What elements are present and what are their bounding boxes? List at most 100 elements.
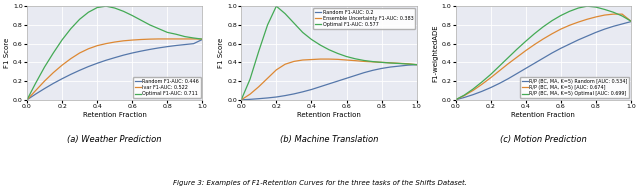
Optimal F1-AUC: 0.711: (0.9, 0.675): 0.711: (0.9, 0.675) xyxy=(181,36,189,38)
Ivar F1-AUC: 0.522: (0.55, 0.63): 0.522: (0.55, 0.63) xyxy=(120,40,127,42)
Optimal F1-AUC: 0.711: (0.2, 0.64): 0.711: (0.2, 0.64) xyxy=(58,39,66,41)
Line: Ivar F1-AUC: 0.522: Ivar F1-AUC: 0.522 xyxy=(27,39,202,100)
Optimal F1-AUC: 0.711: (0.35, 0.935): 0.711: (0.35, 0.935) xyxy=(84,11,92,13)
Optimal F1-AUC: 0.711: (0.65, 0.85): 0.711: (0.65, 0.85) xyxy=(137,19,145,21)
R/P (BC, MA, K=5) Optimal [AUC: 0.699]: (0.8, 0.99): 0.699]: (0.8, 0.99) xyxy=(592,6,600,8)
Y-axis label: F1 Score: F1 Score xyxy=(218,38,225,68)
R/P (BC, MA, K=5) [AUC: 0.674]: (0.2, 0.235): 0.674]: (0.2, 0.235) xyxy=(487,77,495,79)
Line: Ensemble Uncertainty F1-AUC: 0.383: Ensemble Uncertainty F1-AUC: 0.383 xyxy=(241,59,417,100)
Ivar F1-AUC: 0.522: (0.65, 0.644): 0.522: (0.65, 0.644) xyxy=(137,38,145,41)
R/P (BC, MA, K=5) Random [AUC: 0.534]: (0.6, 0.55): 0.534]: (0.6, 0.55) xyxy=(557,47,564,49)
R/P (BC, MA, K=5) Optimal [AUC: 0.699]: (0.95, 0.895): 0.699]: (0.95, 0.895) xyxy=(618,15,626,17)
Line: Optimal F1-AUC: 0.577: Optimal F1-AUC: 0.577 xyxy=(241,6,417,100)
R/P (BC, MA, K=5) Optimal [AUC: 0.699]: (0.4, 0.625): 0.699]: (0.4, 0.625) xyxy=(522,40,529,42)
Optimal F1-AUC: 0.577: (0.4, 0.645): 0.577: (0.4, 0.645) xyxy=(308,38,316,41)
R/P (BC, MA, K=5) Optimal [AUC: 0.699]: (0.2, 0.27): 0.699]: (0.2, 0.27) xyxy=(487,73,495,76)
Ivar F1-AUC: 0.522: (0.45, 0.6): 0.522: (0.45, 0.6) xyxy=(102,43,110,45)
Random F1-AUC: 0.2: (0.1, 0.012): 0.2: (0.1, 0.012) xyxy=(255,98,262,100)
Line: R/P (BC, MA, K=5) Optimal [AUC: 0.699]: R/P (BC, MA, K=5) Optimal [AUC: 0.699] xyxy=(456,6,631,100)
Random F1-AUC: 0.2: (0.6, 0.23): 0.2: (0.6, 0.23) xyxy=(342,77,350,79)
Random F1-AUC: 0.2: (0.5, 0.17): 0.2: (0.5, 0.17) xyxy=(325,83,333,85)
R/P (BC, MA, K=5) Optimal [AUC: 0.699]: (0.35, 0.54): 0.699]: (0.35, 0.54) xyxy=(513,48,521,50)
Optimal F1-AUC: 0.577: (0.85, 0.393): 0.577: (0.85, 0.393) xyxy=(387,62,394,64)
Optimal F1-AUC: 0.711: (0.75, 0.76): 0.711: (0.75, 0.76) xyxy=(155,28,163,30)
Y-axis label: F1 Score: F1 Score xyxy=(4,38,10,68)
Optimal F1-AUC: 0.711: (0.95, 0.66): 0.711: (0.95, 0.66) xyxy=(190,37,198,39)
Random F1-AUC: 0.2: (0.55, 0.2): 0.2: (0.55, 0.2) xyxy=(334,80,342,82)
Optimal F1-AUC: 0.577: (0.55, 0.495): 0.577: (0.55, 0.495) xyxy=(334,52,342,54)
Optimal F1-AUC: 0.577: (0.45, 0.585): 0.577: (0.45, 0.585) xyxy=(316,44,324,46)
R/P (BC, MA, K=5) Optimal [AUC: 0.699]: (0.55, 0.845): 0.699]: (0.55, 0.845) xyxy=(548,20,556,22)
R/P (BC, MA, K=5) Optimal [AUC: 0.699]: (0, 0): 0.699]: (0, 0) xyxy=(452,99,460,101)
R/P (BC, MA, K=5) Random [AUC: 0.534]: (0.9, 0.785): 0.534]: (0.9, 0.785) xyxy=(609,25,617,27)
Random F1-AUC: 0.446: (0.65, 0.52): 0.446: (0.65, 0.52) xyxy=(137,50,145,52)
Legend: Random F1-AUC: 0.2, Ensemble Uncertainty F1-AUC: 0.383, Optimal F1-AUC: 0.577: Random F1-AUC: 0.2, Ensemble Uncertainty… xyxy=(314,8,415,29)
Random F1-AUC: 0.2: (0.4, 0.11): 0.2: (0.4, 0.11) xyxy=(308,88,316,91)
Random F1-AUC: 0.2: (0.3, 0.063): 0.2: (0.3, 0.063) xyxy=(290,93,298,95)
Random F1-AUC: 0.446: (1, 0.645): 0.446: (1, 0.645) xyxy=(198,38,206,41)
Optimal F1-AUC: 0.711: (0.85, 0.7): 0.711: (0.85, 0.7) xyxy=(172,33,180,35)
Legend: R/P (BC, MA, K=5) Random [AUC: 0.534], R/P (BC, MA, K=5) [AUC: 0.674], R/P (BC, : R/P (BC, MA, K=5) Random [AUC: 0.534], R… xyxy=(520,77,630,98)
R/P (BC, MA, K=5) Random [AUC: 0.534]: (0.95, 0.81): 0.534]: (0.95, 0.81) xyxy=(618,23,626,25)
R/P (BC, MA, K=5) Optimal [AUC: 0.699]: (0.1, 0.115): 0.699]: (0.1, 0.115) xyxy=(469,88,477,90)
Optimal F1-AUC: 0.577: (0.6, 0.462): 0.577: (0.6, 0.462) xyxy=(342,55,350,58)
Ensemble Uncertainty F1-AUC: 0.383: (0.25, 0.38): 0.383: (0.25, 0.38) xyxy=(281,63,289,65)
Optimal F1-AUC: 0.577: (0.8, 0.4): 0.577: (0.8, 0.4) xyxy=(378,61,385,63)
R/P (BC, MA, K=5) Random [AUC: 0.534]: (0.8, 0.72): 0.534]: (0.8, 0.72) xyxy=(592,31,600,33)
Random F1-AUC: 0.2: (0.45, 0.14): 0.2: (0.45, 0.14) xyxy=(316,86,324,88)
R/P (BC, MA, K=5) Random [AUC: 0.534]: (0.15, 0.09): 0.534]: (0.15, 0.09) xyxy=(478,90,486,92)
R/P (BC, MA, K=5) [AUC: 0.674]: (0.8, 0.885): 0.674]: (0.8, 0.885) xyxy=(592,16,600,18)
R/P (BC, MA, K=5) [AUC: 0.674]: (0.3, 0.385): 0.674]: (0.3, 0.385) xyxy=(504,63,512,65)
Optimal F1-AUC: 0.577: (0, 0): 0.577: (0, 0) xyxy=(237,99,245,101)
Ivar F1-AUC: 0.522: (0.75, 0.65): 0.522: (0.75, 0.65) xyxy=(155,38,163,40)
R/P (BC, MA, K=5) Random [AUC: 0.534]: (0.35, 0.28): 0.534]: (0.35, 0.28) xyxy=(513,73,521,75)
Optimal F1-AUC: 0.577: (0.5, 0.535): 0.577: (0.5, 0.535) xyxy=(325,49,333,51)
Optimal F1-AUC: 0.577: (0.2, 1): 0.577: (0.2, 1) xyxy=(273,5,280,7)
Random F1-AUC: 0.446: (0.3, 0.315): 0.446: (0.3, 0.315) xyxy=(76,69,83,71)
Random F1-AUC: 0.446: (0.85, 0.58): 0.446: (0.85, 0.58) xyxy=(172,44,180,47)
Random F1-AUC: 0.446: (0.8, 0.568): 0.446: (0.8, 0.568) xyxy=(163,46,171,48)
Random F1-AUC: 0.2: (0.05, 0.005): 0.2: (0.05, 0.005) xyxy=(246,98,254,100)
Ivar F1-AUC: 0.522: (0, 0): 0.522: (0, 0) xyxy=(23,99,31,101)
Ensemble Uncertainty F1-AUC: 0.383: (0.6, 0.425): 0.383: (0.6, 0.425) xyxy=(342,59,350,61)
Optimal F1-AUC: 0.577: (0.9, 0.388): 0.577: (0.9, 0.388) xyxy=(396,62,403,65)
Line: Random F1-AUC: 0.446: Random F1-AUC: 0.446 xyxy=(27,39,202,100)
Ensemble Uncertainty F1-AUC: 0.383: (0.05, 0.06): 0.383: (0.05, 0.06) xyxy=(246,93,254,95)
Text: Figure 3: Examples of F1-Retention Curves for the three tasks of the Shifts Data: Figure 3: Examples of F1-Retention Curve… xyxy=(173,180,467,186)
Line: R/P (BC, MA, K=5) Random [AUC: 0.534]: R/P (BC, MA, K=5) Random [AUC: 0.534] xyxy=(456,22,631,100)
Optimal F1-AUC: 0.577: (0.75, 0.408): 0.577: (0.75, 0.408) xyxy=(369,60,377,63)
Optimal F1-AUC: 0.577: (0.1, 0.52): 0.577: (0.1, 0.52) xyxy=(255,50,262,52)
Ivar F1-AUC: 0.522: (0.3, 0.5): 0.522: (0.3, 0.5) xyxy=(76,52,83,54)
R/P (BC, MA, K=5) Optimal [AUC: 0.699]: (1, 0.84): 0.699]: (1, 0.84) xyxy=(627,20,635,22)
Random F1-AUC: 0.446: (0.6, 0.5): 0.446: (0.6, 0.5) xyxy=(129,52,136,54)
Ivar F1-AUC: 0.522: (0.6, 0.638): 0.522: (0.6, 0.638) xyxy=(129,39,136,41)
Optimal F1-AUC: 0.711: (0.4, 0.985): 0.711: (0.4, 0.985) xyxy=(93,7,101,9)
Ensemble Uncertainty F1-AUC: 0.383: (0.15, 0.23): 0.383: (0.15, 0.23) xyxy=(264,77,271,79)
Line: R/P (BC, MA, K=5) [AUC: 0.674]: R/P (BC, MA, K=5) [AUC: 0.674] xyxy=(456,14,631,100)
R/P (BC, MA, K=5) Random [AUC: 0.534]: (0.85, 0.755): 0.534]: (0.85, 0.755) xyxy=(601,28,609,30)
Ensemble Uncertainty F1-AUC: 0.383: (0.85, 0.395): 0.383: (0.85, 0.395) xyxy=(387,62,394,64)
Ensemble Uncertainty F1-AUC: 0.383: (0.95, 0.385): 0.383: (0.95, 0.385) xyxy=(404,63,412,65)
R/P (BC, MA, K=5) [AUC: 0.674]: (1, 0.84): 0.674]: (1, 0.84) xyxy=(627,20,635,22)
Ivar F1-AUC: 0.522: (0.15, 0.29): 0.522: (0.15, 0.29) xyxy=(49,72,57,74)
R/P (BC, MA, K=5) Optimal [AUC: 0.699]: (0.45, 0.706): 0.699]: (0.45, 0.706) xyxy=(531,33,538,35)
R/P (BC, MA, K=5) Optimal [AUC: 0.699]: (0.25, 0.36): 0.699]: (0.25, 0.36) xyxy=(495,65,503,67)
Optimal F1-AUC: 0.577: (0.3, 0.82): 0.577: (0.3, 0.82) xyxy=(290,22,298,24)
Random F1-AUC: 0.2: (1, 0.375): 0.2: (1, 0.375) xyxy=(413,64,420,66)
Optimal F1-AUC: 0.577: (0.65, 0.438): 0.577: (0.65, 0.438) xyxy=(351,58,359,60)
Ensemble Uncertainty F1-AUC: 0.383: (0.8, 0.4): 0.383: (0.8, 0.4) xyxy=(378,61,385,63)
Optimal F1-AUC: 0.711: (0.1, 0.35): 0.711: (0.1, 0.35) xyxy=(41,66,49,68)
Optimal F1-AUC: 0.711: (1, 0.648): 0.711: (1, 0.648) xyxy=(198,38,206,40)
Optimal F1-AUC: 0.577: (0.95, 0.382): 0.577: (0.95, 0.382) xyxy=(404,63,412,65)
Random F1-AUC: 0.446: (0.4, 0.39): 0.446: (0.4, 0.39) xyxy=(93,62,101,64)
Line: Random F1-AUC: 0.2: Random F1-AUC: 0.2 xyxy=(241,65,417,100)
Optimal F1-AUC: 0.711: (0.55, 0.945): 0.711: (0.55, 0.945) xyxy=(120,10,127,12)
R/P (BC, MA, K=5) Random [AUC: 0.534]: (1, 0.835): 0.534]: (1, 0.835) xyxy=(627,20,635,23)
R/P (BC, MA, K=5) [AUC: 0.674]: (0.5, 0.65): 0.674]: (0.5, 0.65) xyxy=(540,38,547,40)
Random F1-AUC: 0.446: (0.1, 0.12): 0.446: (0.1, 0.12) xyxy=(41,87,49,90)
R/P (BC, MA, K=5) [AUC: 0.674]: (0.05, 0.045): 0.674]: (0.05, 0.045) xyxy=(460,94,468,97)
R/P (BC, MA, K=5) [AUC: 0.674]: (0.95, 0.915): 0.674]: (0.95, 0.915) xyxy=(618,13,626,15)
Legend: Random F1-AUC: 0.446, Ivar F1-AUC: 0.522, Optimal F1-AUC: 0.711: Random F1-AUC: 0.446, Ivar F1-AUC: 0.522… xyxy=(133,77,201,98)
Ensemble Uncertainty F1-AUC: 0.383: (0.3, 0.41): 0.383: (0.3, 0.41) xyxy=(290,60,298,62)
Optimal F1-AUC: 0.577: (0.7, 0.42): 0.577: (0.7, 0.42) xyxy=(360,59,368,62)
